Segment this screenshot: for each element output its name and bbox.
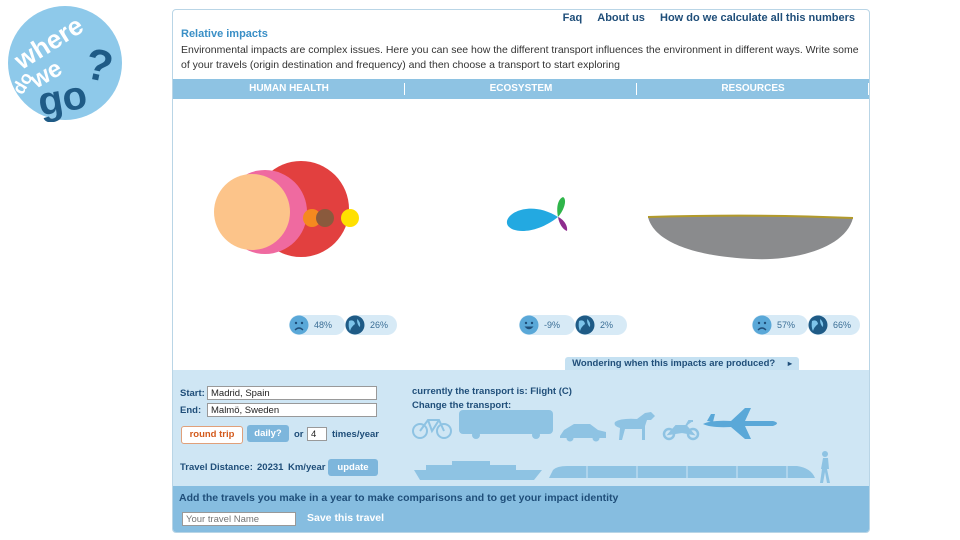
ecosystem-globe-value: 2%: [600, 320, 614, 330]
horse-icon[interactable]: [611, 410, 657, 442]
main-panel: Faq About us How do we calculate all thi…: [172, 9, 870, 533]
globe-icon: [345, 315, 365, 335]
save-travel-bar: Add the travels you make in a year to ma…: [173, 486, 869, 532]
tab-human-health[interactable]: HUMAN HEALTH: [173, 79, 405, 99]
resources-face-value: 57%: [777, 320, 796, 330]
sad-face-icon: [752, 315, 772, 335]
globe-icon: [808, 315, 828, 335]
human-health-circles: [214, 161, 359, 257]
tab-ecosystem[interactable]: ECOSYSTEM: [405, 79, 637, 99]
nav-faq-link[interactable]: Faq: [562, 12, 583, 24]
end-label: End:: [180, 405, 202, 416]
travel-form-area: Start: End: round trip daily? or times/y…: [173, 370, 869, 486]
train-icon[interactable]: [547, 462, 817, 482]
wondering-when-button[interactable]: Wondering when this impacts are produced…: [565, 357, 799, 371]
resources-shape: [647, 214, 854, 260]
intro-text: Environmental impacts are complex issues…: [181, 44, 859, 71]
health-globe-value: 26%: [370, 320, 389, 330]
tab-resources[interactable]: RESOURCES: [637, 79, 869, 99]
globe-icon: [575, 315, 595, 335]
health-face-value: 48%: [314, 320, 333, 330]
logo-word-go: go: [35, 73, 91, 122]
sad-face-icon: [289, 315, 309, 335]
update-button[interactable]: update: [328, 459, 378, 476]
or-label: or: [294, 429, 304, 440]
where-do-we-go-logo[interactable]: where do we go ?: [6, 4, 124, 122]
save-travel-button[interactable]: Save this travel: [307, 512, 385, 524]
resources-indicator: 57%: [752, 315, 808, 335]
ecosystem-globe-indicator: 2%: [575, 315, 627, 335]
car-icon[interactable]: [558, 422, 608, 442]
wondering-when-label: Wondering when this impacts are produced…: [572, 358, 776, 369]
chevron-right-icon: ▸: [787, 359, 792, 368]
daily-button[interactable]: daily?: [247, 425, 289, 442]
start-input[interactable]: [207, 386, 377, 400]
times-input[interactable]: [307, 427, 327, 441]
top-navigation: Faq About us How do we calculate all thi…: [551, 12, 855, 24]
impact-visualization: [214, 161, 854, 260]
travel-distance-unit: Km/year: [288, 462, 326, 473]
change-transport-label: Change the transport:: [412, 400, 512, 411]
nav-how-link[interactable]: How do we calculate all this numbers: [660, 12, 855, 24]
travel-distance-value: 20231: [257, 462, 284, 473]
airplane-icon[interactable]: [701, 406, 781, 442]
health-indicator: 48%: [289, 315, 345, 335]
page-title: Relative impacts: [181, 28, 268, 40]
impact-tabs: HUMAN HEALTH ECOSYSTEM RESOURCES: [173, 79, 869, 99]
walking-person-icon[interactable]: [817, 450, 833, 484]
times-year-label: times/year: [332, 429, 380, 440]
ecosystem-face-value: -9%: [544, 320, 561, 330]
ship-icon[interactable]: [412, 456, 544, 482]
bus-icon[interactable]: [458, 408, 554, 440]
travel-distance-label: Travel Distance:: [180, 462, 253, 473]
ecosystem-indicator: -9%: [519, 315, 575, 335]
end-input[interactable]: [207, 403, 377, 417]
health-globe-indicator: 26%: [345, 315, 397, 335]
motorcycle-icon[interactable]: [662, 418, 700, 442]
round-trip-button[interactable]: round trip: [181, 426, 243, 444]
start-label: Start:: [180, 388, 205, 399]
resources-globe-value: 66%: [833, 320, 852, 330]
happy-face-icon: [519, 315, 539, 335]
bicycle-icon[interactable]: [411, 414, 453, 440]
current-transport-text: currently the transport is: Flight (C): [412, 386, 572, 397]
nav-about-link[interactable]: About us: [597, 12, 645, 24]
ecosystem-petals: [506, 197, 568, 231]
resources-globe-indicator: 66%: [808, 315, 860, 335]
travel-name-input[interactable]: [182, 512, 296, 526]
save-travel-hint: Add the travels you make in a year to ma…: [179, 492, 619, 504]
